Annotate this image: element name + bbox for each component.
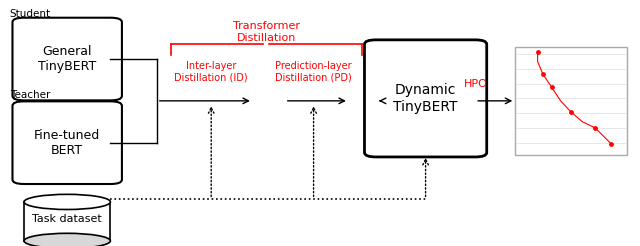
Ellipse shape	[24, 233, 111, 246]
FancyBboxPatch shape	[12, 18, 122, 100]
Bar	[515, 47, 627, 155]
Text: Transformer
Distillation: Transformer Distillation	[233, 21, 300, 43]
FancyBboxPatch shape	[12, 101, 122, 184]
Text: Student: Student	[10, 9, 51, 18]
Text: Fine-tuned
BERT: Fine-tuned BERT	[34, 129, 100, 157]
Text: Task dataset: Task dataset	[33, 214, 102, 224]
Text: HPO: HPO	[463, 78, 488, 89]
Text: General
TinyBERT: General TinyBERT	[38, 45, 97, 73]
Bar	[24, 202, 111, 241]
Point	[547, 85, 557, 89]
Text: Prediction-layer
Distillation (PD): Prediction-layer Distillation (PD)	[275, 61, 352, 82]
Point	[538, 72, 548, 76]
Point	[566, 110, 576, 114]
Ellipse shape	[24, 194, 111, 210]
Text: Inter-layer
Distillation (ID): Inter-layer Distillation (ID)	[174, 61, 248, 82]
FancyBboxPatch shape	[365, 40, 486, 157]
Text: Dynamic
TinyBERT: Dynamic TinyBERT	[394, 83, 458, 113]
Point	[590, 126, 600, 130]
Text: Teacher: Teacher	[10, 90, 50, 100]
Point	[532, 50, 543, 54]
Point	[606, 142, 616, 146]
